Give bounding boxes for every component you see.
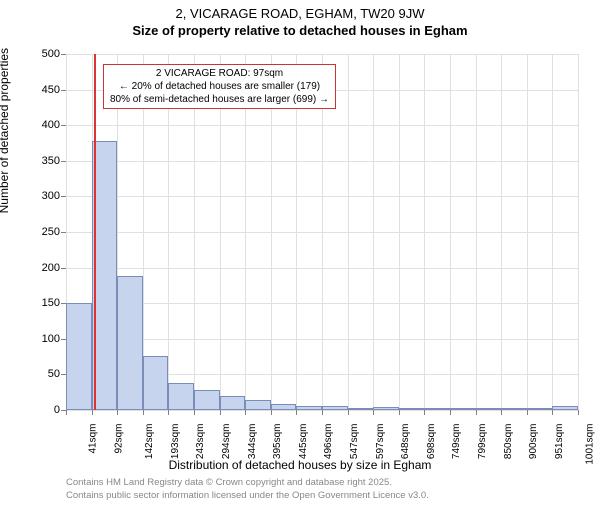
y-tick-label: 200	[30, 262, 60, 274]
x-tick-label: 951sqm	[554, 424, 565, 460]
histogram-bar	[450, 408, 476, 410]
histogram-bar	[476, 408, 502, 410]
x-tick-mark	[476, 410, 477, 415]
histogram-bar	[168, 383, 194, 410]
histogram-bar	[527, 408, 553, 410]
x-tick-mark	[66, 410, 67, 415]
x-tick-label: 92sqm	[113, 424, 124, 454]
x-tick-mark	[322, 410, 323, 415]
gridline-v	[552, 54, 553, 410]
x-tick-mark	[245, 410, 246, 415]
x-tick-mark	[450, 410, 451, 415]
x-tick-mark	[168, 410, 169, 415]
x-tick-mark	[220, 410, 221, 415]
x-tick-mark	[92, 410, 93, 415]
histogram-bar	[322, 406, 348, 410]
chart-title-main: 2, VICARAGE ROAD, EGHAM, TW20 9JW	[0, 6, 600, 21]
x-tick-mark	[424, 410, 425, 415]
x-tick-label: 1001sqm	[585, 424, 596, 465]
x-tick-mark	[194, 410, 195, 415]
y-tick-label: 500	[30, 48, 60, 60]
y-tick-label: 450	[30, 84, 60, 96]
histogram-bar	[66, 303, 92, 410]
y-tick-label: 100	[30, 333, 60, 345]
annotation-line2: ← 20% of detached houses are smaller (17…	[110, 80, 329, 93]
histogram-bar	[399, 408, 425, 410]
x-tick-label: 395sqm	[272, 424, 283, 460]
x-tick-label: 648sqm	[400, 424, 411, 460]
x-tick-label: 597sqm	[375, 424, 386, 460]
y-axis-title: Number of detached properties	[0, 48, 11, 213]
x-tick-mark	[271, 410, 272, 415]
gridline-v	[450, 54, 451, 410]
gridline-v	[348, 54, 349, 410]
histogram-bar	[220, 396, 246, 410]
x-tick-mark	[348, 410, 349, 415]
histogram-bar	[552, 406, 578, 410]
x-tick-mark	[501, 410, 502, 415]
annotation-line1: 2 VICARAGE ROAD: 97sqm	[110, 67, 329, 80]
x-tick-mark	[117, 410, 118, 415]
annotation-box: 2 VICARAGE ROAD: 97sqm ← 20% of detached…	[103, 64, 336, 109]
x-tick-label: 850sqm	[503, 424, 514, 460]
y-tick-label: 250	[30, 226, 60, 238]
x-tick-mark	[143, 410, 144, 415]
x-tick-label: 445sqm	[298, 424, 309, 460]
histogram-bar	[373, 407, 399, 410]
property-marker-line	[94, 54, 96, 410]
gridline-v	[373, 54, 374, 410]
x-tick-label: 496sqm	[323, 424, 334, 460]
y-tick-label: 150	[30, 297, 60, 309]
gridline-v	[527, 54, 528, 410]
y-tick-label: 300	[30, 190, 60, 202]
x-tick-label: 749sqm	[451, 424, 462, 460]
gridline-v	[501, 54, 502, 410]
x-tick-label: 698sqm	[426, 424, 437, 460]
x-tick-label: 41sqm	[88, 424, 99, 454]
x-tick-mark	[296, 410, 297, 415]
footer-line1: Contains HM Land Registry data © Crown c…	[66, 477, 429, 489]
x-tick-label: 799sqm	[477, 424, 488, 460]
histogram-bar	[271, 404, 297, 410]
histogram-bar	[117, 276, 143, 410]
chart-title-sub: Size of property relative to detached ho…	[0, 23, 600, 38]
y-tick-label: 400	[30, 119, 60, 131]
annotation-line3: 80% of semi-detached houses are larger (…	[110, 93, 329, 106]
gridline-v	[476, 54, 477, 410]
x-tick-label: 344sqm	[247, 424, 258, 460]
x-tick-label: 142sqm	[144, 424, 155, 460]
x-tick-mark	[399, 410, 400, 415]
gridline-v	[424, 54, 425, 410]
x-axis-title: Distribution of detached houses by size …	[0, 458, 600, 472]
x-tick-mark	[373, 410, 374, 415]
gridline-v	[578, 54, 579, 410]
x-tick-label: 294sqm	[221, 424, 232, 460]
histogram-bar	[296, 406, 322, 410]
gridline-v	[399, 54, 400, 410]
x-tick-label: 900sqm	[528, 424, 539, 460]
histogram-bar	[501, 408, 527, 410]
x-tick-label: 243sqm	[195, 424, 206, 460]
histogram-bar	[348, 408, 374, 410]
histogram-bar	[143, 356, 169, 410]
histogram-bar	[194, 390, 220, 410]
footer-attribution: Contains HM Land Registry data © Crown c…	[66, 477, 429, 502]
y-tick-label: 50	[30, 368, 60, 380]
x-tick-mark	[578, 410, 579, 415]
x-tick-label: 193sqm	[170, 424, 181, 460]
x-tick-mark	[527, 410, 528, 415]
x-tick-mark	[552, 410, 553, 415]
x-tick-label: 547sqm	[349, 424, 360, 460]
histogram-bar	[245, 400, 271, 410]
y-tick-label: 0	[30, 404, 60, 416]
y-tick-label: 350	[30, 155, 60, 167]
footer-line2: Contains public sector information licen…	[66, 490, 429, 502]
histogram-bar	[424, 408, 450, 410]
